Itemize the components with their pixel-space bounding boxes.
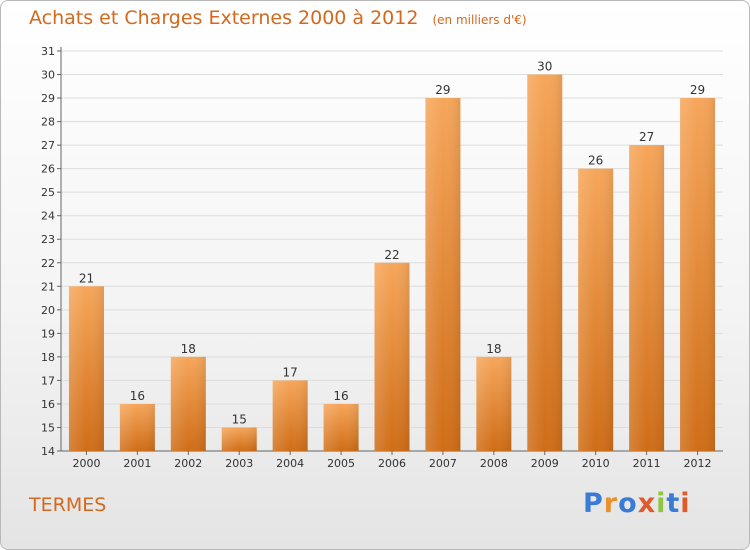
bar-sheen <box>323 403 359 451</box>
y-tick-label: 26 <box>41 163 55 176</box>
y-tick-label: 14 <box>41 445 55 458</box>
axes: 14 15 16 17 18 19 20 21 22 23 24 25 26 27 28 29 30 31 2000… <box>41 45 723 470</box>
y-tick-label: 18 <box>41 351 55 364</box>
data-label: 30 <box>537 60 552 74</box>
bar-sheen <box>170 356 206 451</box>
data-label: 18 <box>486 342 501 356</box>
x-tick-label: 2010 <box>582 457 610 470</box>
bar-sheen <box>68 286 104 451</box>
y-tick-label: 20 <box>41 304 55 317</box>
x-tick-label: 2003 <box>225 457 253 470</box>
bar-sheen <box>527 74 563 451</box>
y-tick-label: 23 <box>41 233 55 246</box>
data-label: 29 <box>690 83 705 97</box>
x-tick-label: 2007 <box>429 457 457 470</box>
y-tick-label: 31 <box>41 45 55 58</box>
x-tick-label: 2004 <box>276 457 304 470</box>
data-label: 21 <box>79 271 94 285</box>
y-tick-label: 17 <box>41 374 55 387</box>
data-label: 26 <box>588 154 603 168</box>
logo-letter: i <box>680 488 691 519</box>
x-tick-label: 2011 <box>633 457 661 470</box>
bar-sheen <box>425 98 461 451</box>
chart-subtitle: (en milliers d'€) <box>432 13 527 27</box>
data-label: 17 <box>283 365 298 379</box>
logo-letter: x <box>637 488 657 519</box>
x-tick-label: 2005 <box>327 457 355 470</box>
y-tick-label: 25 <box>41 186 55 199</box>
bar-sheen <box>578 168 614 451</box>
y-tick-label: 16 <box>41 398 55 411</box>
y-tick-label: 24 <box>41 210 55 223</box>
x-tick-label: 2006 <box>378 457 406 470</box>
y-tick-label: 29 <box>41 92 55 105</box>
y-tick-label: 15 <box>41 421 55 434</box>
x-tick-label: 2009 <box>531 457 559 470</box>
data-label: 27 <box>639 130 654 144</box>
data-label: 22 <box>384 248 399 262</box>
x-tick-label: 2002 <box>174 457 202 470</box>
bars <box>68 74 716 451</box>
data-label: 15 <box>232 412 247 426</box>
data-label: 16 <box>130 389 145 403</box>
bar-sheen <box>374 262 410 451</box>
x-tick-label: 2012 <box>684 457 712 470</box>
title-text: Achats et Charges Externes 2000 à 2012 <box>29 7 419 29</box>
proxiti-logo[interactable]: Proxiti <box>583 488 691 519</box>
logo-letter: r <box>603 488 619 519</box>
y-tick-label: 27 <box>41 139 55 152</box>
y-tick-label: 22 <box>41 257 55 270</box>
bar-sheen <box>476 356 512 451</box>
bar-sheen <box>119 403 155 451</box>
bar-sheen <box>629 145 665 451</box>
y-tick-label: 21 <box>41 280 55 293</box>
bar-sheen <box>680 98 716 451</box>
logo-letter: t <box>666 488 681 519</box>
x-tick-label: 2000 <box>72 457 100 470</box>
bar-sheen <box>272 380 308 451</box>
chart-title: Achats et Charges Externes 2000 à 2012 (e… <box>29 7 527 29</box>
logo-letter: o <box>618 488 638 519</box>
logo-letter: P <box>583 488 604 519</box>
data-label: 16 <box>333 389 348 403</box>
data-labels: 21 16 18 15 17 16 22 29 18 30 26 27 29 <box>79 60 705 427</box>
bar-sheen <box>221 427 257 451</box>
data-label: 29 <box>435 83 450 97</box>
y-tick-label: 28 <box>41 116 55 129</box>
x-tick-label: 2008 <box>480 457 508 470</box>
commune-name: TERMES <box>29 494 107 516</box>
data-label: 18 <box>181 342 196 356</box>
x-tick-label: 2001 <box>123 457 151 470</box>
y-tick-label: 19 <box>41 327 55 340</box>
y-tick-label: 30 <box>41 69 55 82</box>
logo-letter: i <box>656 488 667 519</box>
